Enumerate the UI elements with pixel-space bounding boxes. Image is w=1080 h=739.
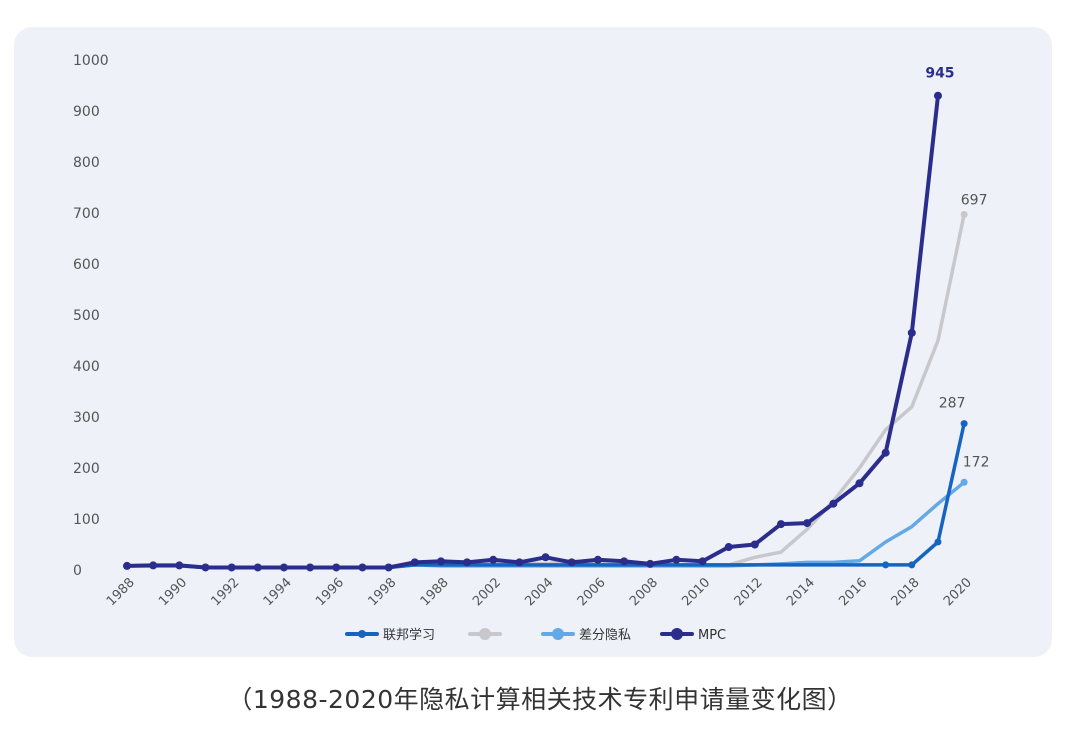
chart-panel <box>14 27 1052 657</box>
data-point <box>620 557 629 566</box>
y-tick-label: 1000 <box>73 53 109 69</box>
legend-marker <box>552 628 564 640</box>
x-tick-label: 2004 <box>522 575 556 609</box>
x-tick-label: 1994 <box>261 575 295 609</box>
x-tick-label: 2014 <box>784 575 818 609</box>
y-tick-label: 700 <box>73 206 100 222</box>
data-point <box>541 553 550 562</box>
data-point <box>567 558 576 567</box>
data-point <box>175 561 184 570</box>
x-tick-label: 1998 <box>365 575 399 609</box>
y-axis-ticks: 0 100 200 300 400 500 600 700 800 900 1000 <box>73 53 109 579</box>
legend-label: 差分隐私 <box>579 628 631 643</box>
data-point <box>881 448 890 457</box>
data-labels: 287 697 172 945 <box>925 66 989 471</box>
data-point <box>463 558 472 567</box>
legend-marker <box>671 628 683 640</box>
x-tick-label: 2016 <box>836 575 870 609</box>
data-point <box>436 557 445 566</box>
y-tick-label: 600 <box>73 257 100 273</box>
y-tick-label: 200 <box>73 461 100 477</box>
series-MPC <box>123 91 942 572</box>
data-point <box>253 563 262 572</box>
x-tick-label: 2006 <box>575 575 609 609</box>
data-point <box>777 520 785 529</box>
legend-item[interactable]: MPC <box>660 628 726 643</box>
y-tick-label: 500 <box>73 308 100 324</box>
end-value-label: 697 <box>961 193 988 209</box>
x-tick-label: 2008 <box>627 575 661 609</box>
legend-item[interactable]: 差分隐私 <box>541 628 631 643</box>
x-tick-label: 2012 <box>732 575 766 609</box>
series-联邦学习 <box>125 420 968 570</box>
data-point <box>698 557 707 566</box>
y-tick-label: 400 <box>73 359 100 375</box>
x-axis-ticks: 1988 1990 1992 1994 1996 1998 1988 2002 2004 2006… <box>104 575 975 609</box>
data-point <box>593 555 602 564</box>
data-point <box>123 561 131 570</box>
y-tick-label: 100 <box>73 512 100 528</box>
data-point <box>960 478 968 486</box>
data-point <box>750 540 759 549</box>
end-value-label: 287 <box>939 396 966 412</box>
data-point <box>279 563 288 572</box>
series-line <box>125 212 966 570</box>
legend-marker <box>358 630 366 638</box>
x-tick-label: 1988 <box>104 575 138 609</box>
data-point <box>306 563 315 572</box>
legend-item[interactable]: 联邦学习 <box>345 627 435 643</box>
data-point <box>489 555 498 564</box>
series-layer <box>123 91 968 572</box>
legend-marker <box>479 628 491 640</box>
legend-item[interactable] <box>468 628 502 640</box>
y-tick-label: 300 <box>73 410 100 426</box>
data-point <box>724 543 733 552</box>
series-line <box>125 93 940 570</box>
legend-label: 联邦学习 <box>383 627 435 643</box>
data-point <box>855 479 864 488</box>
data-point <box>515 558 524 567</box>
x-tick-label: 2010 <box>679 575 713 609</box>
y-tick-label: 0 <box>73 563 82 579</box>
x-tick-label: 1988 <box>418 575 452 609</box>
data-point <box>803 519 812 528</box>
series-unnamed <box>125 211 968 570</box>
chart-caption: （1988-2020年隐私计算相关技术专利申请量变化图） <box>227 685 853 714</box>
data-point <box>934 538 942 546</box>
data-point <box>227 563 236 572</box>
data-point <box>672 555 681 564</box>
data-point <box>201 563 210 572</box>
data-point <box>908 561 916 569</box>
end-value-label: 172 <box>963 454 990 470</box>
data-point <box>410 558 419 567</box>
x-tick-label: 2018 <box>889 575 923 609</box>
y-tick-label: 800 <box>73 155 100 171</box>
x-tick-label: 2020 <box>941 575 975 609</box>
end-value-label: 945 <box>925 66 954 82</box>
data-point <box>933 91 942 100</box>
x-tick-label: 1996 <box>313 575 347 609</box>
data-point <box>384 563 393 572</box>
data-point <box>960 211 968 219</box>
data-point <box>960 420 968 428</box>
x-tick-label: 1992 <box>208 575 242 609</box>
x-tick-label: 1990 <box>156 575 190 609</box>
x-tick-label: 2002 <box>470 575 504 609</box>
legend-label: MPC <box>698 628 726 643</box>
y-tick-label: 900 <box>73 104 100 120</box>
data-point <box>149 561 158 570</box>
data-point <box>829 499 838 508</box>
data-point <box>882 561 890 569</box>
data-point <box>907 328 916 337</box>
data-point <box>332 563 341 572</box>
data-point <box>646 559 655 568</box>
data-point <box>358 563 367 572</box>
legend: 联邦学习 差分隐私 MPC <box>345 627 726 643</box>
